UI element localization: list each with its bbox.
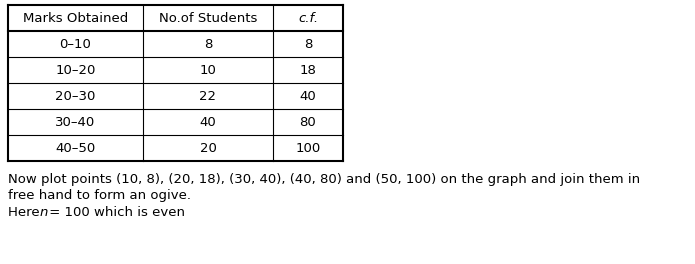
Text: 30–40: 30–40 [56, 116, 96, 129]
Text: 10: 10 [199, 64, 216, 77]
Text: 20: 20 [199, 142, 216, 154]
Text: 40: 40 [300, 89, 316, 102]
Text: = 100 which is even: = 100 which is even [44, 205, 185, 219]
Text: Now plot points (10, 8), (20, 18), (30, 40), (40, 80) and (50, 100) on the graph: Now plot points (10, 8), (20, 18), (30, … [8, 172, 640, 186]
Text: 40–50: 40–50 [56, 142, 96, 154]
Text: 10–20: 10–20 [56, 64, 96, 77]
Text: No.of Students: No.of Students [159, 12, 257, 25]
Text: 22: 22 [199, 89, 217, 102]
Text: 8: 8 [204, 37, 212, 50]
Text: 0–10: 0–10 [60, 37, 92, 50]
Text: 8: 8 [304, 37, 312, 50]
Text: Marks Obtained: Marks Obtained [23, 12, 128, 25]
Text: 18: 18 [300, 64, 316, 77]
Text: 100: 100 [295, 142, 320, 154]
Text: c.f.: c.f. [298, 12, 318, 25]
Text: Here: Here [8, 205, 48, 219]
Text: free hand to form an ogive.: free hand to form an ogive. [8, 190, 191, 202]
Text: n: n [39, 205, 47, 219]
Text: 40: 40 [199, 116, 216, 129]
Text: 20–30: 20–30 [56, 89, 96, 102]
Text: 80: 80 [300, 116, 316, 129]
